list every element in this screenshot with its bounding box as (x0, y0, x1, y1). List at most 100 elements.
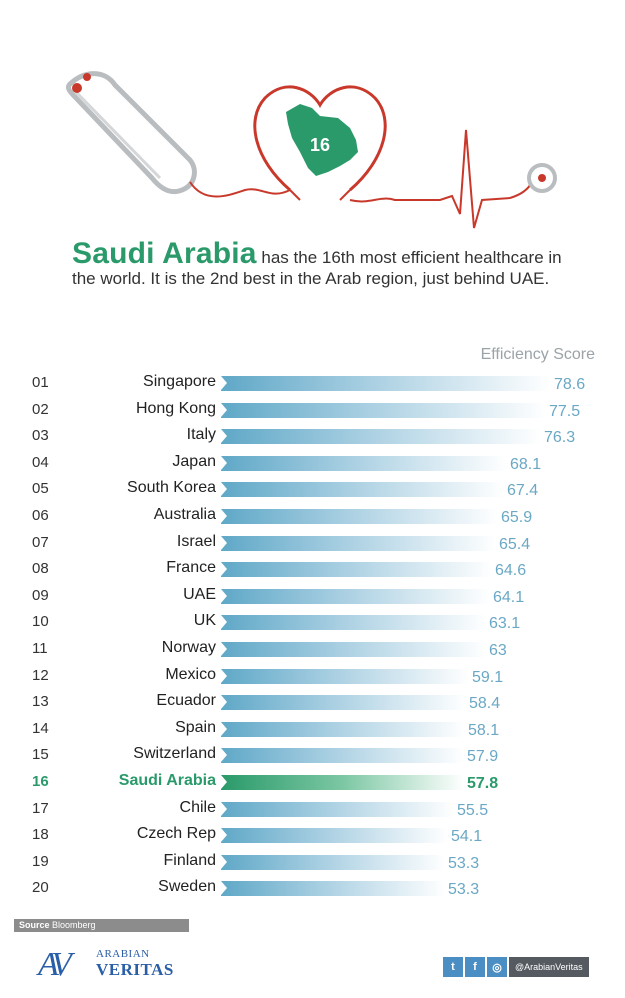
value-label: 65.9 (501, 509, 533, 526)
value-label: 58.4 (469, 695, 501, 712)
rank-label: 17 (32, 800, 49, 817)
rank-label: 04 (32, 454, 49, 471)
rank-label: 05 (32, 480, 49, 497)
country-label: UK (193, 612, 216, 629)
value-label: 65.4 (499, 536, 531, 553)
value-label: 67.4 (507, 482, 539, 499)
rank-label: 08 (32, 560, 49, 577)
bar (221, 376, 551, 391)
rank-label: 18 (32, 826, 49, 843)
value-label: 57.9 (467, 748, 499, 765)
value-label: 58.1 (468, 722, 500, 739)
bar (221, 403, 546, 418)
chart-row: 18 Czech Rep 54.1 (0, 822, 625, 848)
country-label: Italy (186, 426, 216, 443)
rank-label: 07 (32, 534, 49, 551)
value-label: 64.1 (493, 589, 525, 606)
country-label: Spain (175, 719, 216, 736)
bar-chevron-icon (221, 881, 227, 895)
country-label: France (166, 559, 216, 576)
facebook-icon[interactable]: f (465, 957, 485, 977)
bar (221, 695, 466, 710)
value-label: 63.1 (489, 615, 521, 632)
score-header: Efficiency Score (480, 346, 595, 363)
bar-chevron-icon (221, 403, 227, 417)
rank-label: 01 (32, 374, 49, 391)
bar-chevron-icon (221, 642, 227, 656)
bar-chevron-icon (221, 828, 227, 842)
rank-label: 03 (32, 427, 49, 444)
bar (221, 482, 504, 497)
value-label: 54.1 (451, 828, 483, 845)
chart-row: 06 Australia 65.9 (0, 503, 625, 529)
rank-label: 14 (32, 720, 49, 737)
value-label: 76.3 (544, 429, 576, 446)
twitter-icon[interactable]: t (443, 957, 463, 977)
stethoscope-icon (65, 71, 291, 198)
country-label: Mexico (165, 666, 216, 683)
rank-label: 13 (32, 693, 49, 710)
country-label: Ecuador (156, 692, 216, 709)
bar-chevron-icon (221, 722, 227, 736)
chart-row: 17 Chile 55.5 (0, 796, 625, 822)
headline: Saudi Arabia has the 16th most efficient… (72, 239, 572, 289)
country-label: Israel (176, 533, 216, 550)
social-links: t f ◎ @ArabianVeritas (443, 957, 589, 977)
bar-chevron-icon (221, 669, 227, 683)
instagram-icon[interactable]: ◎ (487, 957, 507, 977)
bar-chevron-icon (221, 589, 227, 603)
bar (221, 881, 445, 896)
bar-chevron-icon (221, 376, 227, 390)
value-label: 53.3 (448, 881, 480, 898)
bar (221, 828, 448, 843)
country-label: Singapore (143, 373, 216, 390)
badge-number: 16 (310, 135, 330, 155)
headline-text: has the 16th most efficient healthcare i… (72, 248, 562, 288)
headline-country: Saudi Arabia (72, 237, 257, 270)
chart-row: 14 Spain 58.1 (0, 716, 625, 742)
bar (221, 615, 486, 630)
chart-row: 12 Mexico 59.1 (0, 663, 625, 689)
saudi-map-icon (286, 104, 358, 176)
value-label: 78.6 (554, 376, 586, 393)
bar (221, 589, 490, 604)
rank-label: 12 (32, 667, 49, 684)
bar-chevron-icon (221, 509, 227, 523)
bar-chevron-icon (221, 429, 227, 443)
rank-label: 19 (32, 853, 49, 870)
value-label: 77.5 (549, 403, 581, 420)
chart-row: 19 Finland 53.3 (0, 849, 625, 875)
bar (221, 562, 492, 577)
chart-row: 01 Singapore 78.6 (0, 370, 625, 396)
bar (221, 509, 498, 524)
rank-label: 15 (32, 746, 49, 763)
bar (221, 775, 464, 790)
rank-label: 06 (32, 507, 49, 524)
heart-icon (253, 85, 387, 201)
bar-chevron-icon (221, 482, 227, 496)
source-name: Bloomberg (52, 920, 96, 930)
bar-chevron-icon (221, 536, 227, 550)
country-label: Switzerland (133, 745, 216, 762)
bar-chevron-icon (221, 615, 227, 629)
chart-row: 20 Sweden 53.3 (0, 875, 625, 901)
source-label: Source (19, 920, 50, 930)
chart-row: 10 UK 63.1 (0, 609, 625, 635)
country-label: Australia (153, 506, 216, 523)
rank-label: 09 (32, 587, 49, 604)
bar (221, 536, 496, 551)
brand-logo: AV ARABIAN VERITAS (38, 946, 198, 983)
source-note: Source Bloomberg (14, 919, 189, 932)
chart-row: 15 Switzerland 57.9 (0, 742, 625, 768)
rank-label: 02 (32, 401, 49, 418)
country-label: South Korea (127, 479, 216, 496)
bar (221, 748, 464, 763)
chart-row: 05 South Korea 67.4 (0, 476, 625, 502)
social-handle[interactable]: @ArabianVeritas (509, 957, 589, 977)
chart-row: 16 Saudi Arabia 57.8 (0, 769, 625, 795)
bar-chevron-icon (221, 855, 227, 869)
chart-row: 13 Ecuador 58.4 (0, 689, 625, 715)
value-label: 57.8 (467, 775, 499, 792)
rank-label: 16 (32, 773, 49, 790)
country-label: Chile (179, 799, 216, 816)
